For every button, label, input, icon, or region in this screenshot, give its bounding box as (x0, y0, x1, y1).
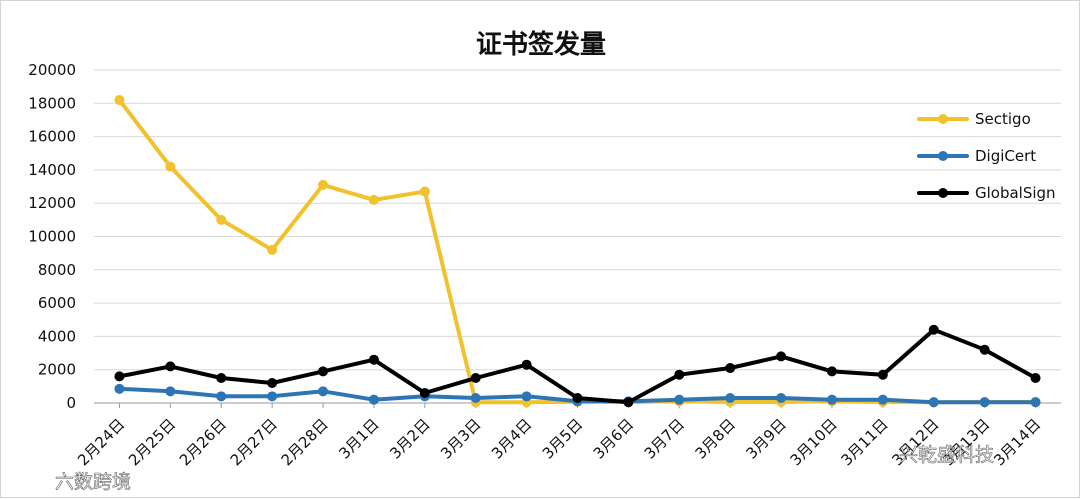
data-point-sectigo (165, 161, 176, 172)
data-point-digicert (165, 386, 176, 397)
y-axis-ticks: 0 2000 4000 6000 8000 10000 12000 14000 16000 180… (28, 61, 76, 412)
data-point-globalsign (877, 369, 888, 380)
legend-swatch-marker (938, 151, 948, 161)
x-tick-label: 3月2日 (386, 415, 433, 462)
data-point-digicert (725, 393, 736, 404)
y-tick-label: 2000 (38, 361, 76, 379)
x-tick-label: 3月5日 (539, 415, 586, 462)
data-point-digicert (318, 386, 329, 397)
data-point-digicert (674, 394, 685, 405)
data-point-sectigo (318, 179, 329, 190)
data-point-sectigo (114, 94, 125, 105)
x-tick-label: 3月1日 (335, 415, 382, 462)
data-point-sectigo (216, 214, 227, 225)
x-tick-label: 3月9日 (742, 415, 789, 462)
y-tick-label: 6000 (38, 294, 76, 312)
data-point-digicert (1030, 397, 1041, 408)
series-line-globalsign (117, 327, 1038, 405)
grid-lines (94, 69, 1061, 404)
data-point-globalsign (368, 354, 379, 365)
y-tick-label: 20000 (28, 61, 76, 79)
x-tick-label: 3月14日 (990, 415, 1044, 469)
data-point-globalsign (114, 371, 125, 382)
data-point-globalsign (979, 344, 990, 355)
x-tick-label: 3月8日 (692, 415, 739, 462)
x-tick-label: 3月7日 (641, 415, 688, 462)
data-point-globalsign (419, 388, 430, 399)
series-line-sectigo (117, 98, 1038, 405)
data-point-globalsign (776, 351, 787, 362)
data-point-digicert (928, 397, 939, 408)
data-point-digicert (776, 393, 787, 404)
data-point-digicert (521, 391, 532, 402)
data-point-globalsign (725, 363, 736, 374)
chart-title: 证书签发量 (476, 29, 606, 60)
x-tick-label: 2月27日 (227, 415, 281, 469)
x-tick-label: 3月11日 (838, 415, 892, 469)
legend-swatch-marker (938, 114, 948, 124)
data-point-globalsign (267, 378, 278, 389)
data-point-digicert (470, 393, 481, 404)
data-point-globalsign (318, 366, 329, 377)
data-point-globalsign (623, 397, 634, 408)
data-point-globalsign (165, 361, 176, 372)
x-tick-label: 2月24日 (74, 415, 128, 469)
y-tick-label: 0 (66, 394, 76, 412)
x-tick-label: 2月28日 (278, 415, 332, 469)
data-point-sectigo (368, 194, 379, 205)
data-point-digicert (216, 391, 227, 402)
y-tick-label: 18000 (28, 94, 76, 112)
data-point-globalsign (928, 324, 939, 335)
x-tick-label: 2月26日 (176, 415, 230, 469)
y-tick-label: 12000 (28, 194, 76, 212)
legend: Sectigo DigiCert GlobalSign (917, 110, 1056, 202)
data-point-globalsign (216, 373, 227, 384)
data-point-sectigo (267, 244, 278, 255)
data-point-globalsign (826, 366, 837, 377)
y-tick-label: 16000 (28, 128, 76, 146)
data-point-globalsign (674, 369, 685, 380)
series-globalsign (114, 324, 1041, 408)
y-tick-label: 8000 (38, 261, 76, 279)
data-point-globalsign (470, 373, 481, 384)
data-point-digicert (368, 394, 379, 405)
data-point-globalsign (521, 359, 532, 370)
data-point-globalsign (1030, 373, 1041, 384)
data-point-digicert (979, 397, 990, 408)
data-point-sectigo (419, 186, 430, 197)
watermark-left: 六数跨境 (55, 471, 131, 493)
legend-swatch-marker (938, 188, 948, 198)
y-tick-label: 14000 (28, 161, 76, 179)
data-point-digicert (267, 391, 278, 402)
x-tick-label: 3月4日 (488, 415, 535, 462)
data-point-digicert (877, 394, 888, 405)
y-tick-label: 10000 (28, 228, 76, 246)
watermarks: 六数跨境 兴乾盛科技 (55, 444, 995, 494)
data-point-globalsign (572, 393, 583, 404)
legend-label: GlobalSign (975, 184, 1056, 202)
legend-label: DigiCert (975, 147, 1036, 165)
x-tick-label: 3月3日 (437, 415, 484, 462)
series-lines (114, 94, 1041, 408)
y-tick-label: 4000 (38, 327, 76, 345)
x-tick-label: 2月25日 (125, 415, 179, 469)
x-tick-label: 3月10日 (787, 415, 841, 469)
watermark-right: 兴乾盛科技 (899, 444, 994, 466)
data-point-digicert (114, 383, 125, 394)
data-point-digicert (826, 394, 837, 405)
x-tick-label: 3月6日 (590, 415, 637, 462)
legend-label: Sectigo (975, 110, 1031, 128)
